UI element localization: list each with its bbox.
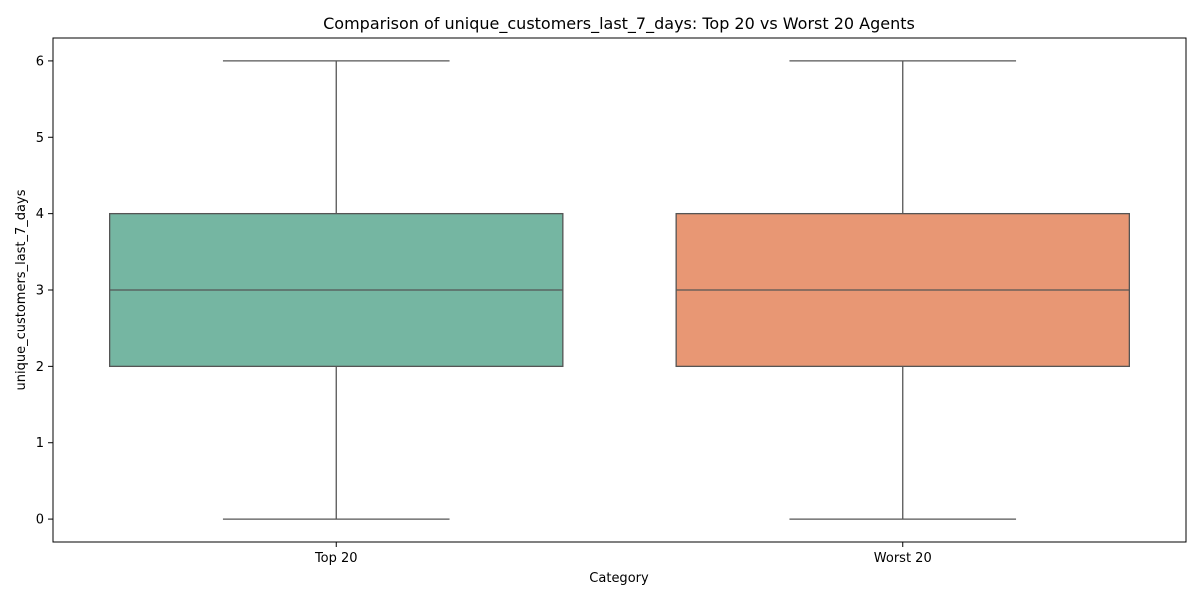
y-tick-label: 6 xyxy=(36,54,44,69)
y-axis-label: unique_customers_last_7_days xyxy=(14,189,29,390)
chart-title: Comparison of unique_customers_last_7_da… xyxy=(323,14,915,34)
y-tick-label: 4 xyxy=(36,207,44,222)
y-tick-label: 1 xyxy=(36,436,44,451)
y-tick-label: 2 xyxy=(36,360,44,375)
box-worst-20 xyxy=(675,60,1131,520)
x-axis-label: Category xyxy=(589,571,649,586)
x-tick-label: Top 20 xyxy=(314,551,358,566)
y-tick-label: 5 xyxy=(36,131,44,146)
y-tick-label: 0 xyxy=(36,513,44,528)
x-tick-label: Worst 20 xyxy=(874,551,932,566)
plot-area: 0 1 2 3 4 5 6 Top 20 Worst 20 xyxy=(36,37,1187,566)
y-tick-label: 3 xyxy=(36,284,44,299)
box-top-20 xyxy=(109,60,564,520)
